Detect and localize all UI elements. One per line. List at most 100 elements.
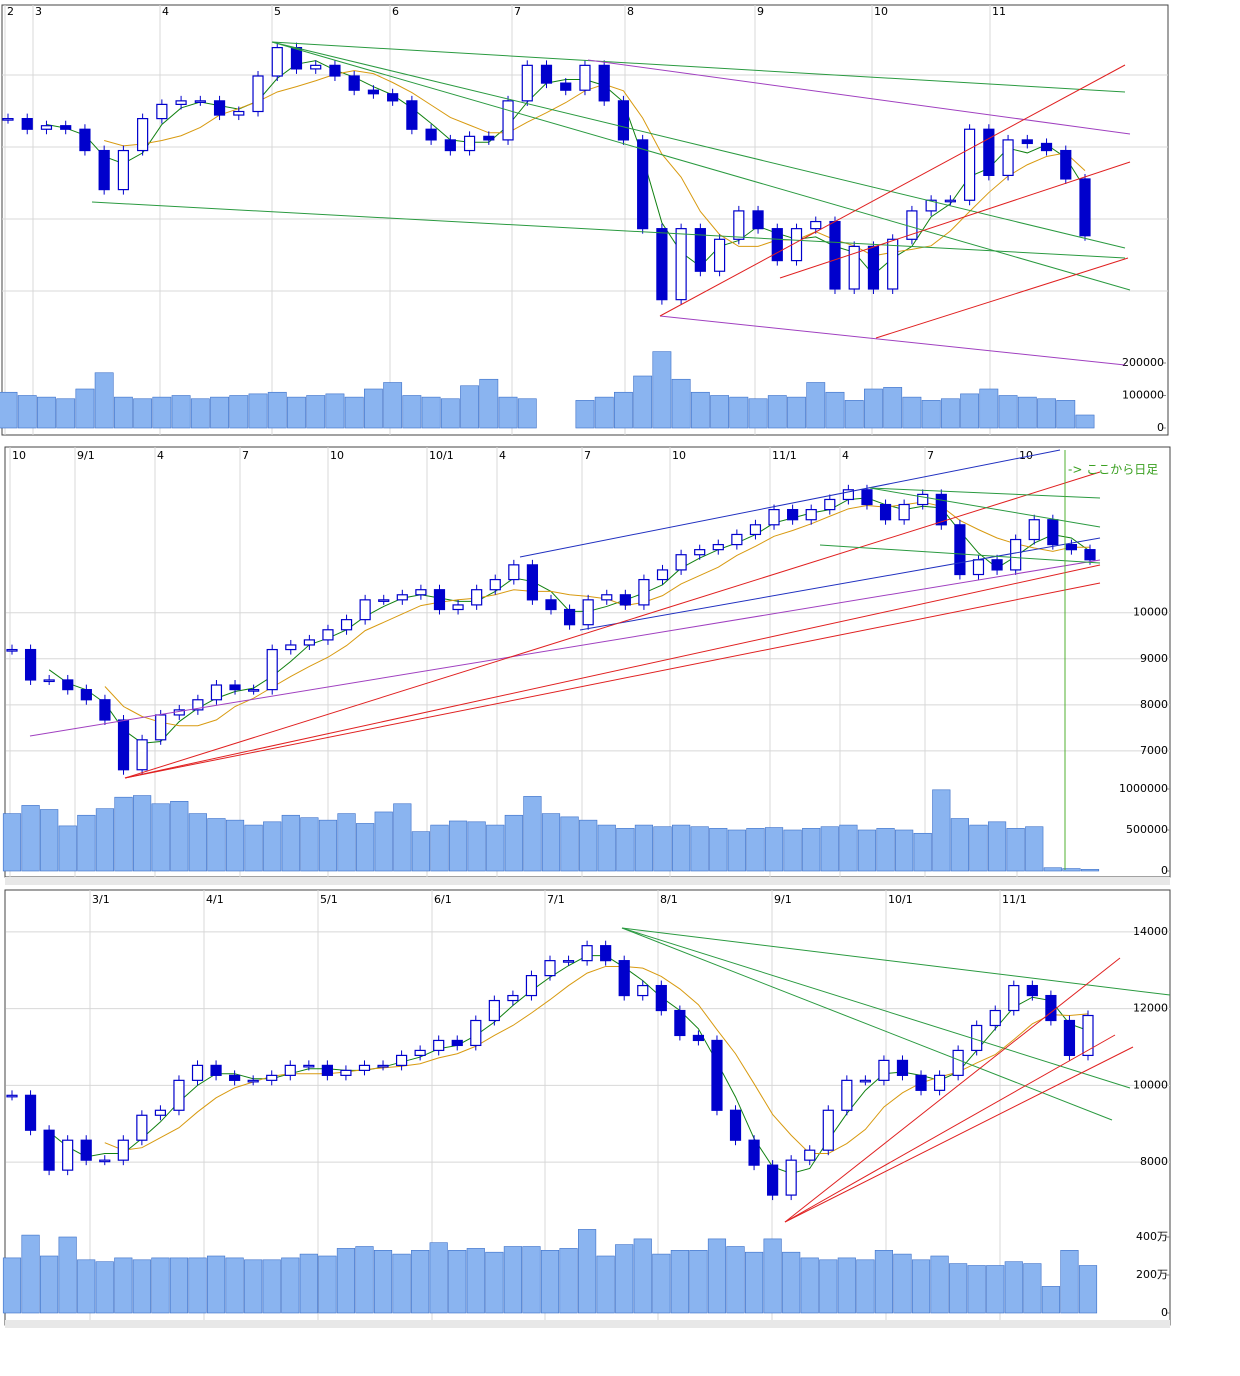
volume-bar (306, 395, 326, 429)
volume-bar (670, 1250, 689, 1314)
candle (247, 1075, 259, 1086)
volume-bar (633, 375, 653, 429)
candle-body (43, 679, 55, 683)
candle (618, 955, 630, 1001)
candle-body (601, 594, 613, 601)
volume-bar (133, 398, 153, 429)
candle-body (867, 245, 880, 290)
candle-body (452, 604, 464, 611)
x-tick-label: 7 (242, 449, 249, 462)
volume-bar (0, 391, 18, 429)
candle (266, 644, 278, 695)
volume-bar (950, 818, 969, 872)
volume-tick-label: 200000 (1122, 356, 1164, 369)
candle (674, 1005, 686, 1041)
candle-body (879, 503, 892, 521)
candle-body (79, 128, 91, 152)
x-tick-label: 7 (514, 5, 521, 18)
candle-body (483, 135, 495, 141)
candle (601, 589, 613, 605)
candle-body (563, 608, 576, 626)
volume-bar (485, 1251, 504, 1314)
candle (1065, 539, 1078, 555)
annotation: -> ここから日足 (1068, 463, 1158, 477)
volume-bar (726, 1246, 745, 1314)
volume-bar (383, 382, 403, 429)
candle-body (310, 64, 322, 70)
candle (40, 120, 53, 135)
candle (526, 559, 539, 605)
candle (433, 1035, 445, 1056)
x-tick-label: 4 (162, 5, 169, 18)
candle (99, 1155, 111, 1166)
candle-body (248, 689, 260, 692)
candle-body (842, 489, 854, 501)
volume-bar (986, 1265, 1005, 1314)
candle (6, 1090, 18, 1101)
candle-body (713, 238, 726, 272)
candle-body (470, 1019, 482, 1047)
volume-bar (429, 1242, 448, 1314)
volume-bar (800, 1257, 819, 1314)
candle (271, 42, 283, 81)
volume-bar (170, 800, 189, 872)
volume-bar (479, 378, 499, 429)
candle-body (433, 589, 446, 611)
candle-body (582, 599, 594, 626)
candle (841, 1075, 853, 1116)
volume-bar (710, 395, 730, 429)
candle-body (395, 1054, 408, 1066)
candle (414, 1045, 426, 1061)
candle-body (303, 1064, 315, 1068)
volume-bar (844, 400, 864, 429)
candle-body (156, 103, 168, 120)
candle-body (415, 589, 427, 596)
candle-body (6, 1094, 18, 1098)
x-tick-label: 4 (842, 449, 849, 462)
scrollbar[interactable] (5, 877, 1170, 885)
candle (656, 564, 669, 585)
scrollbar[interactable] (5, 1320, 1170, 1328)
candle-body (1026, 984, 1038, 997)
volume-bar (960, 393, 980, 429)
candle-body (804, 1149, 816, 1161)
x-tick-label: 10 (672, 449, 686, 462)
volume-bar (225, 819, 245, 872)
panel-frame (4, 446, 1171, 878)
trendlines (29, 41, 1171, 1223)
candle (581, 940, 593, 966)
candle-body (991, 559, 1003, 571)
volume-bar (113, 396, 133, 429)
candle (175, 95, 187, 110)
volume-bar (559, 1248, 578, 1314)
candle-body (1082, 1014, 1094, 1057)
volume-bar (504, 814, 523, 872)
x-tick-label: 9/1 (77, 449, 95, 462)
volume-bar (729, 396, 749, 429)
candle-body (359, 599, 371, 621)
x-tick-label: 10 (1019, 449, 1033, 462)
volume-bar (37, 396, 56, 429)
candle-body (692, 1034, 705, 1042)
y-tick-label: 8000 (1140, 698, 1168, 711)
candle-body (562, 960, 575, 963)
candle-body (1079, 178, 1091, 237)
y-tick-label: 9000 (1140, 652, 1168, 665)
candle (917, 489, 929, 510)
candle-body (24, 648, 37, 681)
x-tick-label: 4 (499, 449, 506, 462)
candle-body (348, 75, 360, 91)
candle-body (637, 139, 649, 230)
candle (1045, 990, 1057, 1026)
candle-body (861, 489, 873, 506)
x-tick-label: 6/1 (434, 893, 452, 906)
candle-body (321, 1064, 333, 1076)
candle (711, 1035, 723, 1116)
candle (62, 1135, 74, 1176)
candle-body (917, 493, 929, 506)
y-tick-label: 8000 (1140, 1155, 1168, 1168)
candle-body (859, 1079, 871, 1083)
volume-bar (152, 396, 172, 429)
candle (60, 120, 72, 135)
